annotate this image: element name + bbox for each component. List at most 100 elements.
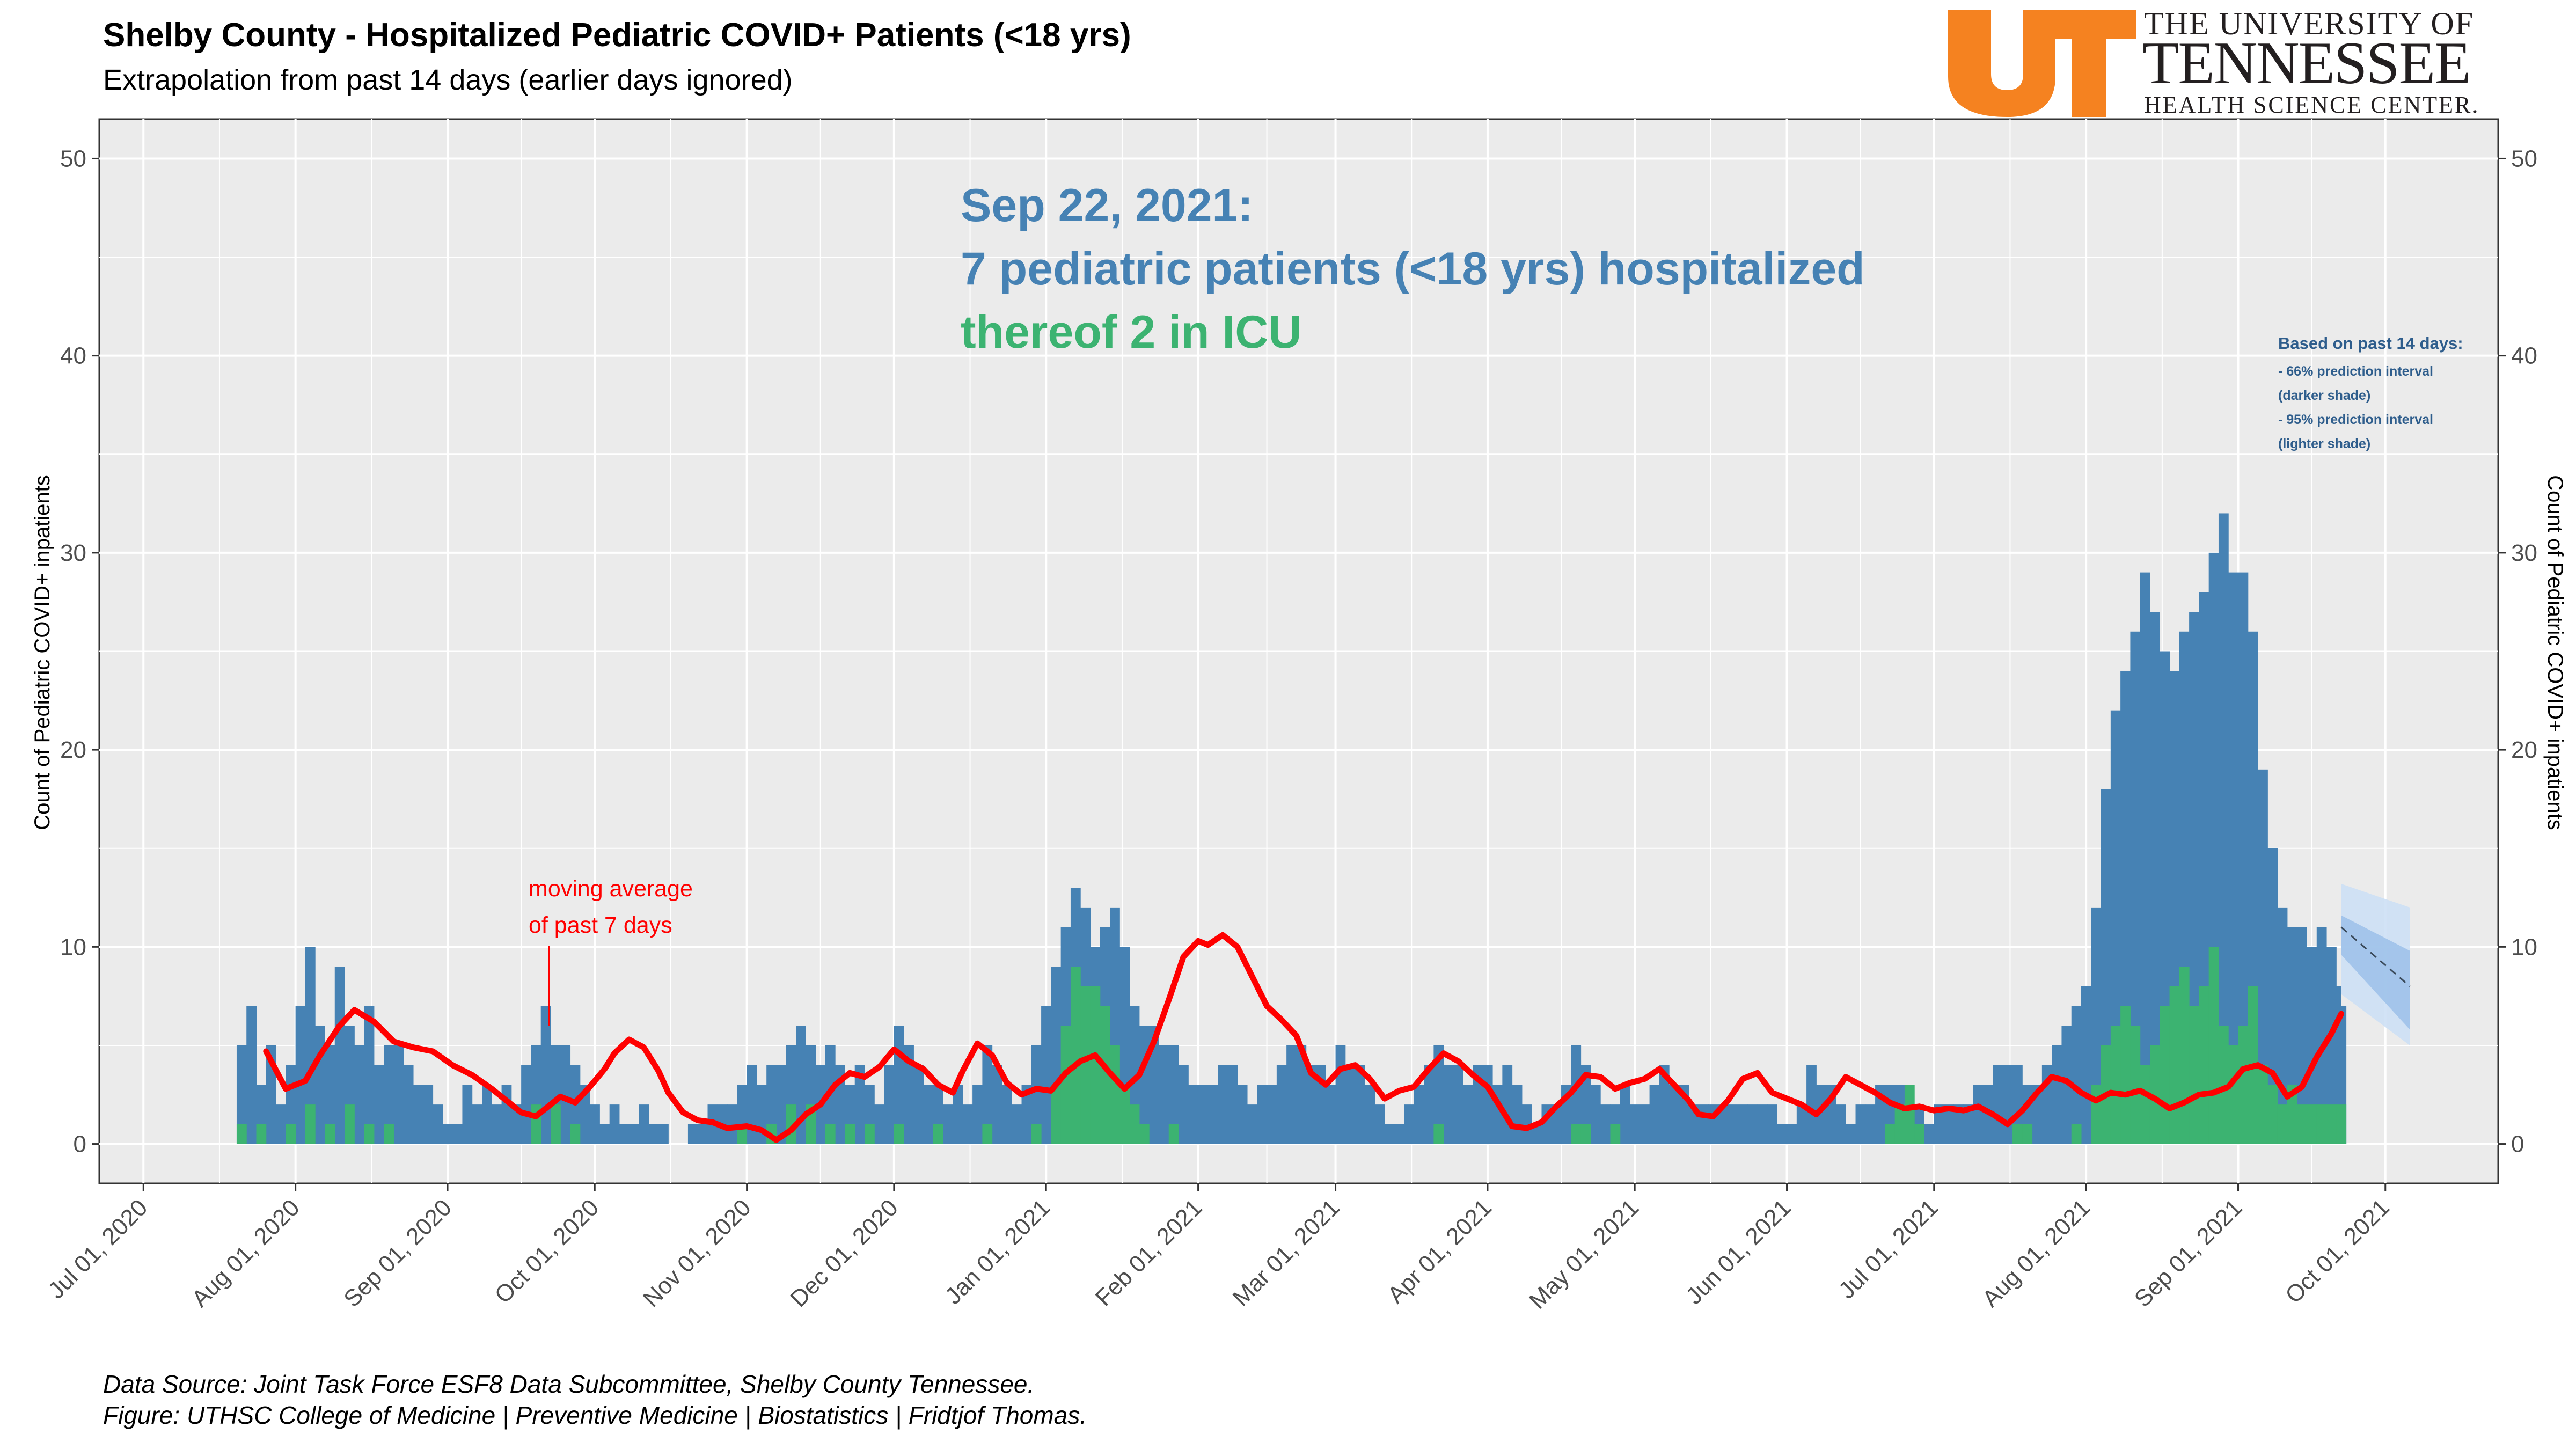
chart-title: Shelby County - Hospitalized Pediatric C… <box>103 17 1131 54</box>
x-tick-label: Sep 01, 2021 <box>2129 1194 2248 1312</box>
hospitalized-bar <box>1482 1065 1493 1144</box>
hospitalized-bar <box>1796 1104 1807 1144</box>
annotation-line2: of past 7 days <box>529 912 672 938</box>
icu-bar <box>2316 1104 2327 1144</box>
x-tick-label: Jul 01, 2020 <box>43 1194 152 1304</box>
hospitalized-bar <box>1532 1124 1542 1144</box>
hospitalized-bar <box>1521 1104 1532 1144</box>
hospitalized-bar <box>305 947 316 1144</box>
hospitalized-bar <box>2336 986 2341 1144</box>
x-tick-label: Dec 01, 2020 <box>785 1194 903 1312</box>
icu-bar <box>865 1124 875 1144</box>
y-tick-label-left: 10 <box>60 934 86 960</box>
icu-bar <box>1610 1124 1621 1144</box>
hospitalized-bar <box>599 1124 610 1144</box>
prediction-intervals <box>2340 883 2411 1045</box>
hospitalized-bar <box>2140 572 2150 1144</box>
y-axis-label-left: Count of Pediatric COVID+ inpatients <box>31 475 54 830</box>
hospitalized-bar <box>246 1006 257 1144</box>
icu-bars <box>236 947 2347 1144</box>
hospitalized-bar <box>364 1006 375 1144</box>
hospitalized-bar <box>1384 1124 1395 1144</box>
hospitalized-bar <box>1198 1085 1209 1144</box>
icu-bar <box>2228 1045 2239 1144</box>
icu-bar <box>2208 947 2219 1144</box>
hospitalized-bar <box>2238 572 2249 1144</box>
hospitalized-bar <box>1463 1085 1474 1144</box>
hospitalized-bar <box>1669 1085 1679 1144</box>
icu-bar <box>2199 986 2209 1144</box>
hospitalized-bar <box>2052 1045 2062 1144</box>
hospitalized-bar <box>962 1104 973 1144</box>
hospitalized-bar <box>1257 1085 1268 1144</box>
icu-bar <box>2110 1026 2121 1144</box>
headline-hospitalized: 7 pediatric patients (<18 yrs) hospitali… <box>961 243 1865 295</box>
hospitalized-bar <box>2071 1006 2082 1144</box>
headline-date: Sep 22, 2021: <box>961 180 1253 231</box>
x-tick-label: Aug 01, 2020 <box>187 1194 305 1312</box>
hospitalized-bar <box>1512 1085 1523 1144</box>
icu-bar <box>1031 1124 1042 1144</box>
hospitalized-bar <box>1443 1065 1454 1144</box>
hospitalized-bar <box>2341 1006 2347 1144</box>
hospitalized-bar <box>923 1085 934 1144</box>
hospitalized-bar <box>1835 1104 1846 1144</box>
y-tick-label-right: 50 <box>2511 145 2537 172</box>
hospitalized-bar <box>1944 1104 1954 1144</box>
hospitalized-bar <box>2228 572 2239 1144</box>
hospitalized-bar <box>1551 1104 1562 1144</box>
hospitalized-bar <box>1404 1104 1415 1144</box>
y-tick-label-left: 0 <box>74 1131 86 1158</box>
ut-monogram-icon <box>1948 10 2136 117</box>
hospitalized-bar <box>1777 1124 1788 1144</box>
icu-bar <box>550 1104 561 1144</box>
icu-bar <box>1168 1124 1179 1144</box>
hospitalized-bar <box>609 1104 620 1144</box>
icu-bar <box>2326 1104 2337 1144</box>
x-tick-label: Jun 01, 2021 <box>1681 1194 1796 1309</box>
icu-bar <box>286 1124 296 1144</box>
y-tick-label-right: 10 <box>2511 934 2537 960</box>
hospitalized-bar <box>403 1065 414 1144</box>
hospitalized-bar <box>433 1104 443 1144</box>
x-tick-label: Mar 01, 2021 <box>1228 1194 1345 1311</box>
hospitalized-bar <box>1757 1104 1768 1144</box>
icu-bar <box>384 1124 394 1144</box>
x-tick-label: Oct 01, 2021 <box>2280 1194 2395 1308</box>
icu-bar <box>2012 1124 2023 1144</box>
hospitalized-bar <box>1276 1065 1287 1144</box>
hospitalized-bar <box>1699 1104 1709 1144</box>
x-tick-label: Jan 01, 2021 <box>940 1194 1056 1309</box>
hospitalized-bar <box>1306 1065 1316 1144</box>
hospitalized-bar <box>334 967 345 1144</box>
icu-bar <box>2297 1104 2307 1144</box>
icu-bar <box>1571 1124 1582 1144</box>
icu-bar <box>1070 967 1081 1144</box>
y-tick-label-left: 30 <box>60 540 86 566</box>
data-source-caption: Data Source: Joint Task Force ESF8 Data … <box>103 1370 1035 1398</box>
hospitalized-bar <box>315 1026 325 1144</box>
icu-bar <box>1139 1124 1150 1144</box>
hospitalized-bar <box>1247 1104 1257 1144</box>
hospitalized-bar <box>1208 1085 1218 1144</box>
hospitalized-bar <box>1237 1085 1248 1144</box>
icu-bar <box>2160 1006 2170 1144</box>
icu-bar <box>2149 1045 2160 1144</box>
hospitalized-bar <box>2149 612 2160 1144</box>
icu-bar <box>256 1124 267 1144</box>
icu-bar <box>2287 1085 2297 1144</box>
hospitalized-bar <box>1953 1104 1964 1144</box>
hospitalized-bar <box>1374 1104 1385 1144</box>
icu-bar <box>1090 986 1101 1144</box>
hospitalized-bar <box>590 1104 600 1144</box>
icu-bar <box>933 1124 943 1144</box>
x-tick-label: Oct 01, 2020 <box>490 1194 604 1308</box>
hospitalized-bar <box>884 1065 895 1144</box>
hospitalized-bar <box>1433 1045 1444 1144</box>
icu-bar <box>845 1124 855 1144</box>
hospitalized-bar <box>727 1104 737 1144</box>
hospitalized-bar <box>1326 1085 1336 1144</box>
hospitalized-bar <box>1414 1085 1424 1144</box>
y-tick-label-left: 40 <box>60 343 86 369</box>
hospitalized-bar <box>2081 986 2091 1144</box>
